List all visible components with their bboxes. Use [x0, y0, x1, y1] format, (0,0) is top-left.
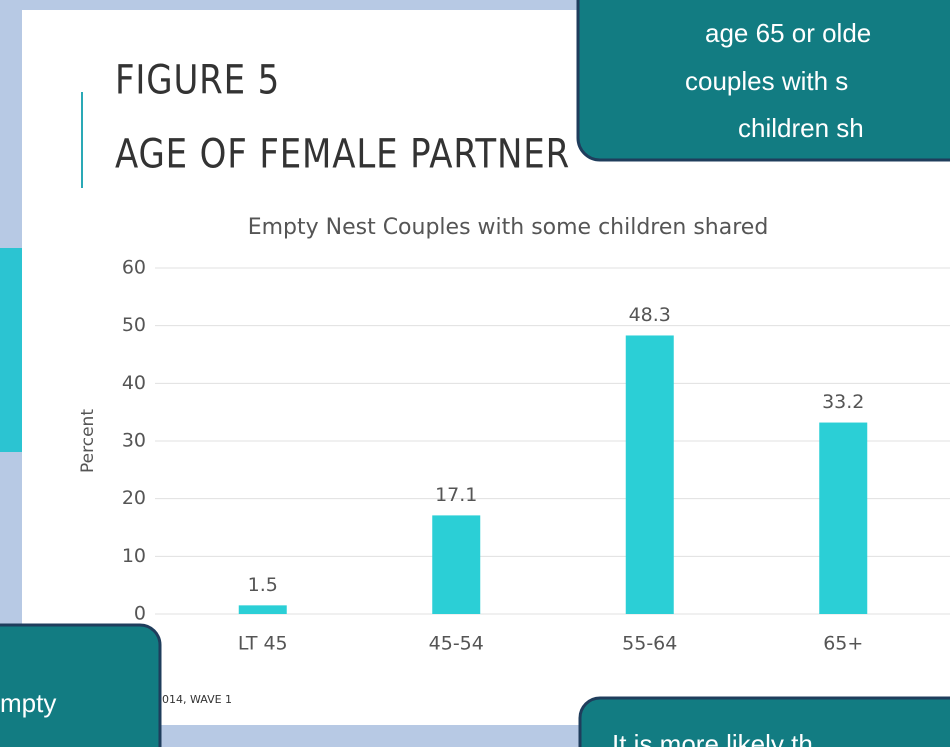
y-tick-label: 40	[122, 372, 146, 394]
bar	[819, 422, 868, 614]
callout-text: It is more likely th	[612, 729, 813, 747]
x-tick-label: 45-54	[429, 633, 484, 655]
chart-title: Empty Nest Couples with some children sh…	[248, 215, 769, 240]
bar	[432, 515, 481, 614]
title-line: FIGURE 5	[115, 57, 280, 103]
value-label: 33.2	[822, 391, 864, 413]
y-tick-label: 10	[122, 545, 146, 567]
y-tick-label: 60	[122, 257, 146, 279]
y-tick-label: 50	[122, 314, 146, 336]
x-tick-label: LT 45	[238, 633, 288, 655]
callout-box	[576, 0, 950, 162]
y-tick-label: 0	[134, 603, 146, 625]
y-tick-label: 30	[122, 430, 146, 452]
chart: Empty Nest Couples with some children sh…	[78, 215, 950, 655]
x-tick-label: 65+	[823, 633, 863, 655]
y-tick-label: 20	[122, 487, 146, 509]
callout-box	[0, 623, 162, 747]
side-accent	[0, 248, 22, 452]
callout-text: couples with s	[685, 66, 848, 96]
x-tick-label: 55-64	[622, 633, 677, 655]
value-label: 48.3	[629, 304, 671, 326]
value-label: 1.5	[248, 574, 278, 596]
callout-text: mpty	[0, 688, 56, 718]
title-line: AGE OF FEMALE PARTNER	[115, 131, 570, 177]
bar	[238, 605, 287, 614]
value-label: 17.1	[435, 484, 477, 506]
callout-box	[578, 696, 950, 747]
source-note: 014, WAVE 1	[162, 693, 232, 706]
bar	[625, 335, 674, 614]
y-axis-label: Percent	[78, 409, 98, 473]
callout-text: children sh	[738, 113, 864, 143]
callout-text: age 65 or olde	[705, 18, 871, 48]
